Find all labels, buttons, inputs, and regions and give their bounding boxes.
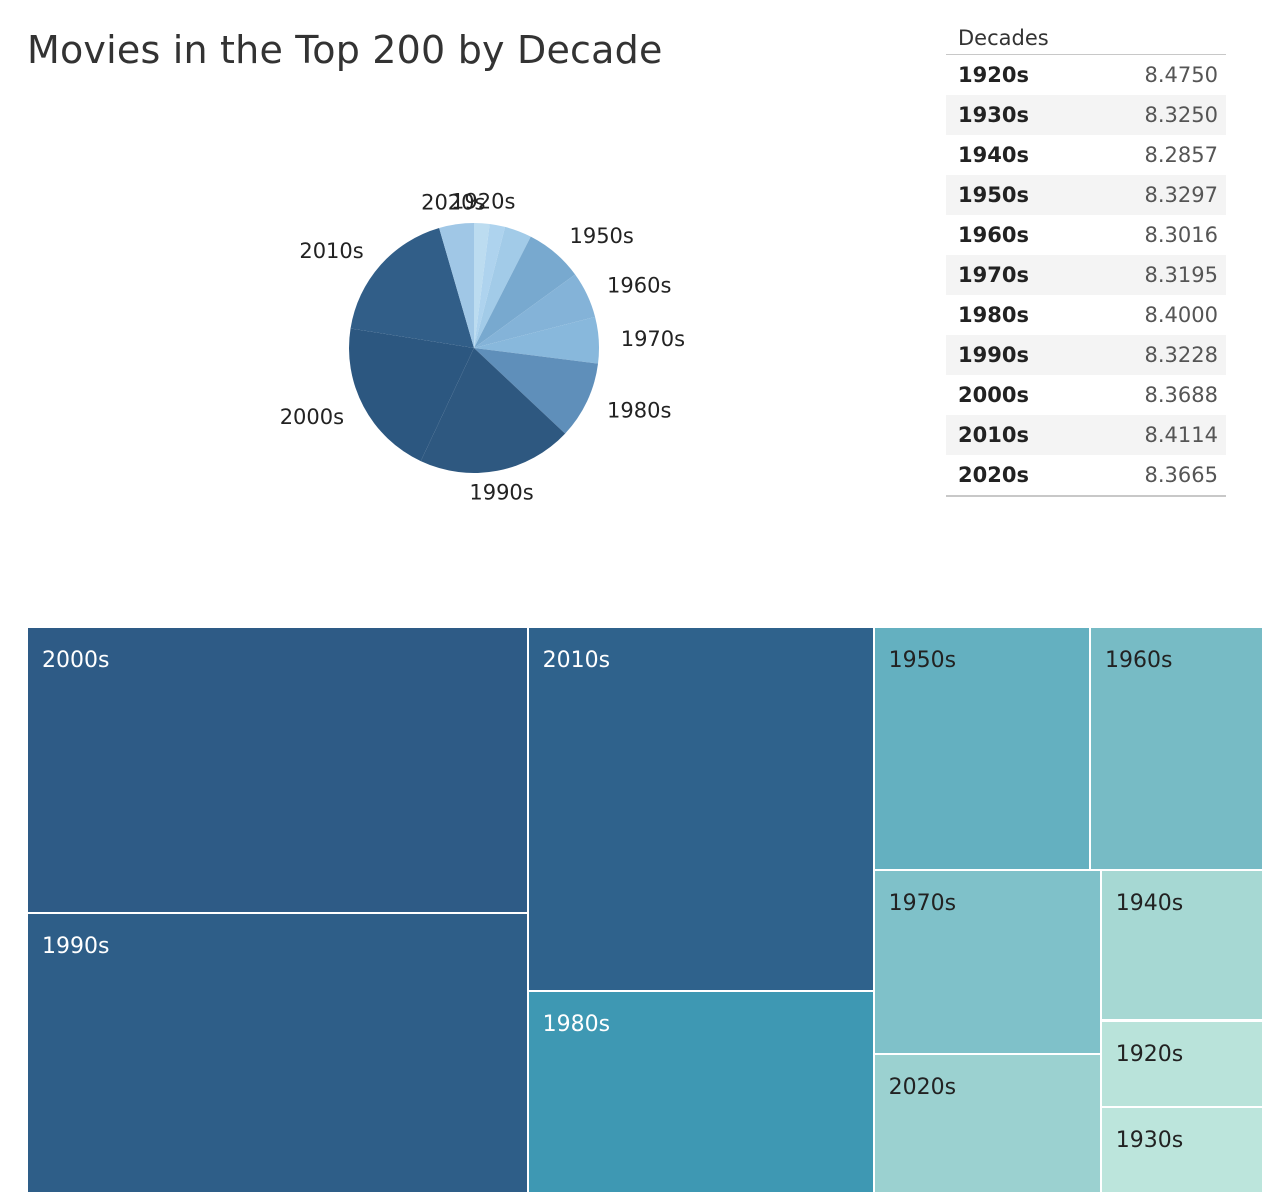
table-value: 8.3250: [1144, 103, 1218, 127]
pie-label-1950s: 1950s: [569, 224, 633, 248]
table-row: 1960s 8.3016: [946, 215, 1226, 255]
table-row: 1970s 8.3195: [946, 255, 1226, 295]
table-row: 1920s 8.4750: [946, 55, 1226, 95]
table-decade: 1930s: [958, 103, 1029, 127]
table-decade: 1920s: [958, 63, 1029, 87]
chart-title: Movies in the Top 200 by Decade: [27, 28, 663, 72]
treemap-tile-1950s[interactable]: 1950s: [873, 627, 1090, 870]
table-header-label: Decades: [958, 26, 1049, 50]
table-decade: 1950s: [958, 183, 1029, 207]
table-decade: 2020s: [958, 463, 1029, 487]
table-bottom-rule: [946, 495, 1226, 497]
table-decade: 1970s: [958, 263, 1029, 287]
treemap-label-1950s: 1950s: [888, 648, 957, 673]
treemap-tile-1930s[interactable]: 1930s: [1100, 1106, 1263, 1193]
treemap-tile-1980s[interactable]: 1980s: [527, 990, 874, 1193]
treemap-label-1980s: 1980s: [542, 1011, 611, 1037]
treemap-tile-2010s[interactable]: 2010s: [527, 627, 874, 991]
table-row: 2020s 8.3665: [946, 455, 1226, 495]
table-value: 8.4750: [1144, 63, 1218, 87]
treemap-tile-1970s[interactable]: 1970s: [873, 869, 1101, 1055]
pie-slice-1960s[interactable]: [474, 274, 596, 348]
pie-slice-1970s[interactable]: [474, 316, 599, 364]
table-value: 8.3297: [1144, 183, 1218, 207]
table-value: 8.3228: [1144, 343, 1218, 367]
pie-label-1960s: 1960s: [607, 273, 671, 297]
treemap-tile-2020s[interactable]: 2020s: [873, 1054, 1101, 1193]
pie-slice-2010s[interactable]: [350, 227, 474, 348]
pie-slice-1990s[interactable]: [420, 348, 566, 473]
pie-label-1990s: 1990s: [469, 480, 533, 504]
table-row: 1930s 8.3250: [946, 95, 1226, 135]
treemap-tile-2000s[interactable]: 2000s: [27, 627, 528, 914]
pie-label-1920s: 1920s: [451, 189, 515, 213]
pie-slice-2020s[interactable]: [439, 223, 474, 348]
table-decade: 1960s: [958, 223, 1029, 247]
pie-label-2000s: 2000s: [280, 405, 344, 429]
decades-table: Decades 1920s 8.4750 1930s 8.3250 1940s …: [946, 22, 1226, 497]
table-value: 8.3688: [1144, 383, 1218, 407]
pie-label-1980s: 1980s: [607, 399, 671, 423]
table-row: 1980s 8.4000: [946, 295, 1226, 335]
table-decade: 2010s: [958, 423, 1029, 447]
treemap-label-2000s: 2000s: [42, 648, 110, 673]
pie-slice-1930s[interactable]: [474, 223, 506, 348]
table-header: Decades: [946, 22, 1226, 55]
pie-chart: 1920s 1950s 1960s 1970s 1980s 1990s 2000s 2010s…: [280, 189, 685, 504]
treemap-label-1970s: 1970s: [888, 890, 957, 916]
pie-slice-1980s[interactable]: [474, 348, 599, 434]
treemap-tile-1940s[interactable]: 1940s: [1100, 869, 1263, 1021]
table-decade: 1990s: [958, 343, 1029, 367]
pie-slice-1950s[interactable]: [474, 236, 576, 348]
pie-slice-1920s[interactable]: [474, 223, 490, 348]
table-value: 8.3016: [1144, 223, 1218, 247]
treemap-tile-1920s[interactable]: 1920s: [1100, 1020, 1263, 1107]
table-decade: 1980s: [958, 303, 1029, 327]
table-value: 8.4114: [1144, 423, 1218, 447]
treemap-label-1930s: 1930s: [1115, 1127, 1184, 1153]
table-decade: 1940s: [958, 143, 1029, 167]
treemap-label-2020s: 2020s: [888, 1075, 957, 1101]
treemap-label-1940s: 1940s: [1115, 890, 1184, 916]
table-row: 2000s 8.3688: [946, 375, 1226, 415]
table-row: 1950s 8.3297: [946, 175, 1226, 215]
treemap-label-1990s: 1990s: [42, 934, 110, 960]
pie-slice-1940s[interactable]: [474, 226, 531, 348]
pie-label-2020s: 2020s: [421, 190, 485, 214]
pie-slice-2000s[interactable]: [349, 328, 474, 462]
treemap-tile-1990s[interactable]: 1990s: [27, 913, 528, 1193]
table-row: 1990s 8.3228: [946, 335, 1226, 375]
treemap-label-2010s: 2010s: [542, 648, 611, 673]
treemap-tile-1960s[interactable]: 1960s: [1089, 627, 1263, 870]
table-value: 8.2857: [1144, 143, 1218, 167]
treemap-chart: 2000s 1990s 2010s 1980s 1950s 1960s 1970s 2020s…: [27, 627, 1263, 1193]
table-value: 8.4000: [1144, 303, 1218, 327]
table-value: 8.3195: [1144, 263, 1218, 287]
table-row: 2010s 8.4114: [946, 415, 1226, 455]
table-decade: 2000s: [958, 383, 1029, 407]
table-value: 8.3665: [1144, 463, 1218, 487]
treemap-label-1960s: 1960s: [1104, 648, 1173, 673]
pie-label-1970s: 1970s: [621, 327, 685, 351]
table-row: 1940s 8.2857: [946, 135, 1226, 175]
treemap-label-1920s: 1920s: [1115, 1041, 1184, 1067]
pie-label-2010s: 2010s: [299, 239, 363, 263]
